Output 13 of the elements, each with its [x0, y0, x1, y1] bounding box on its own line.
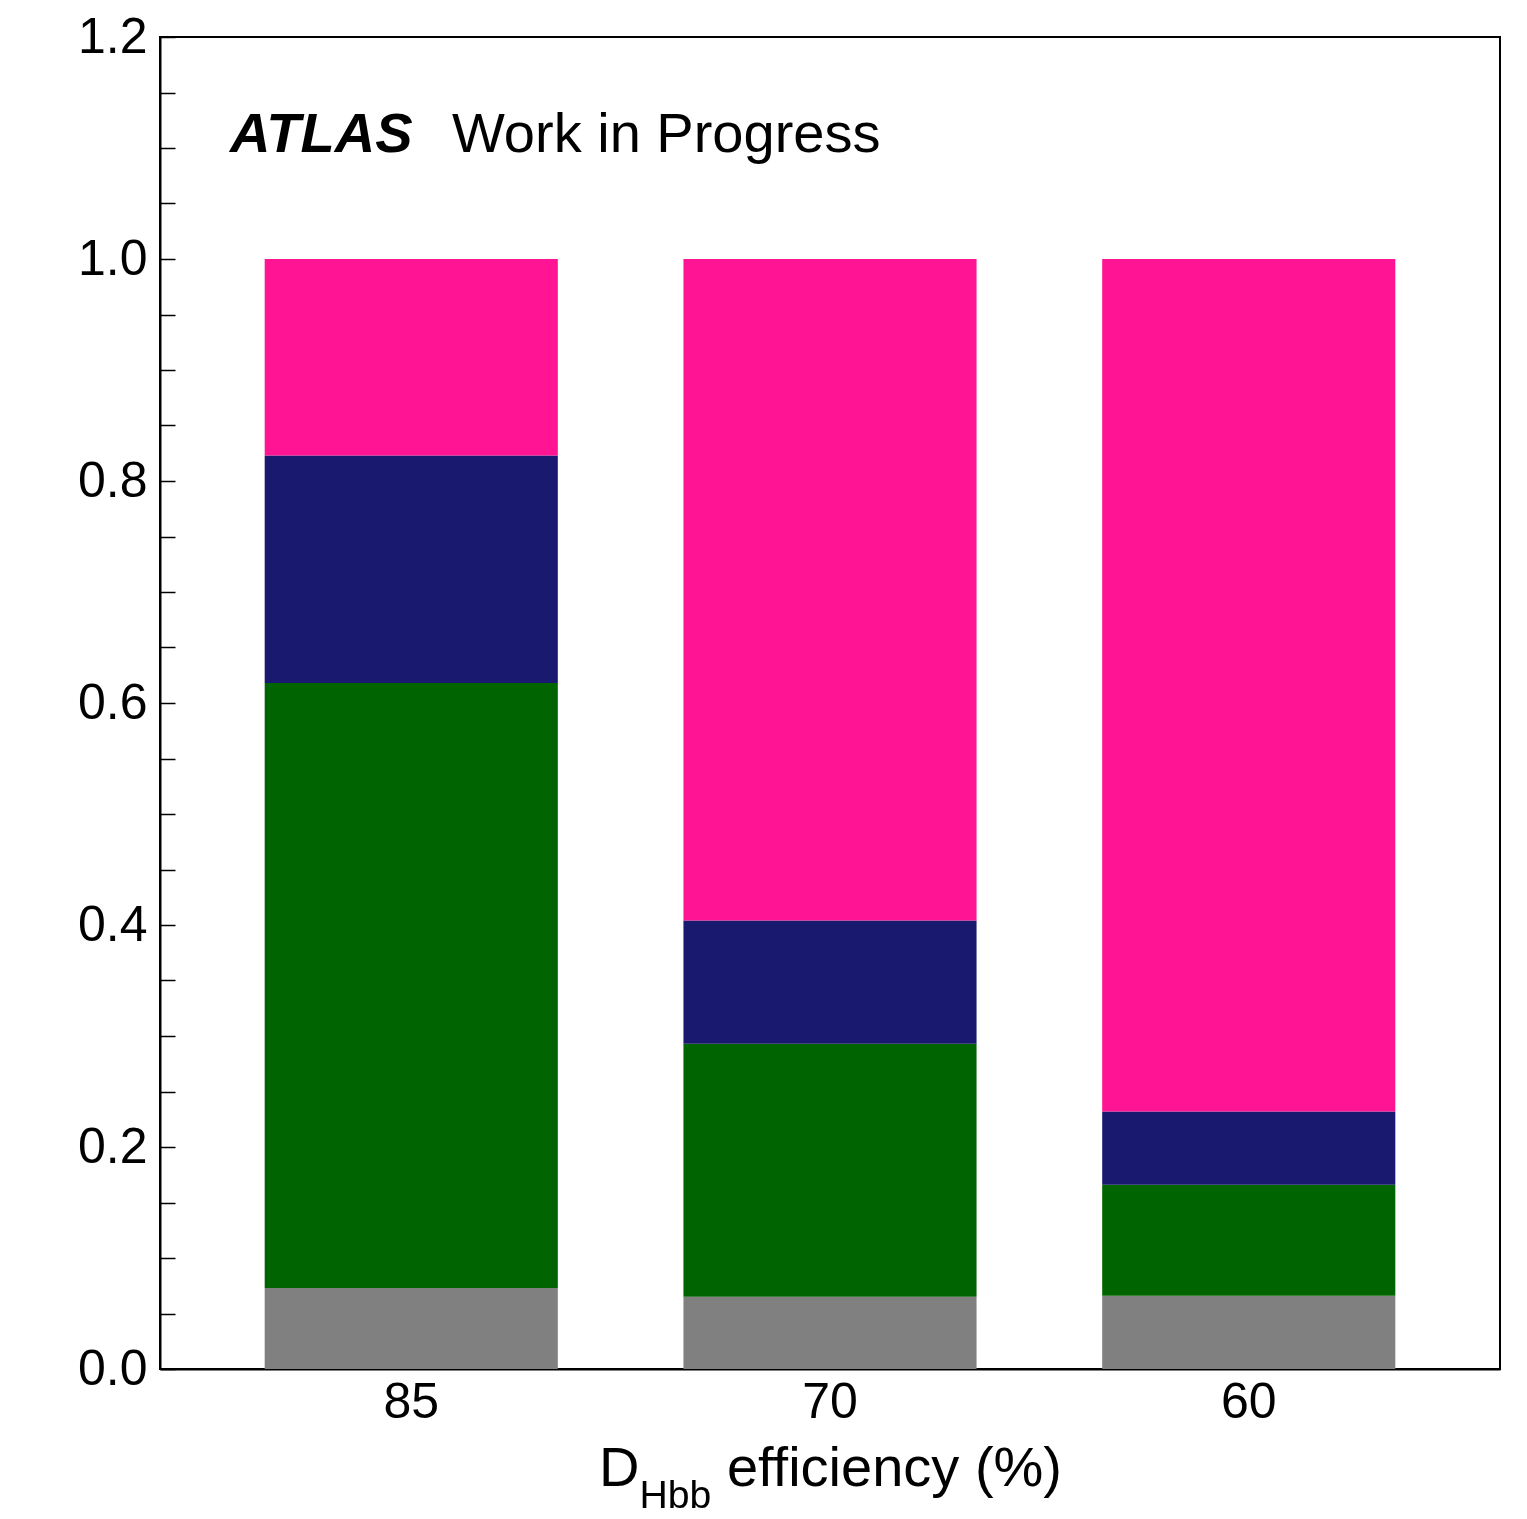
annotation: Work in Progress	[452, 101, 881, 164]
x-tick-label: 60	[1220, 1372, 1277, 1429]
x-tick-label: 70	[802, 1372, 858, 1429]
y-tick-label: 0.0	[77, 1339, 148, 1396]
y-tick-label: 0.6	[77, 673, 148, 730]
y-tick-label: 0.2	[77, 1117, 148, 1174]
y-tick-label: 1.2	[77, 7, 148, 64]
y-tick-label: 0.8	[77, 451, 148, 508]
y-tick-label: 1.0	[77, 229, 148, 286]
x-axis-title: D$_{Hbb}$ efficiency (%)	[599, 1434, 1062, 1515]
annotation: ATLAS	[228, 101, 413, 164]
y-tick-label: 0.4	[77, 895, 148, 952]
x-tick-label: 85	[383, 1372, 440, 1429]
